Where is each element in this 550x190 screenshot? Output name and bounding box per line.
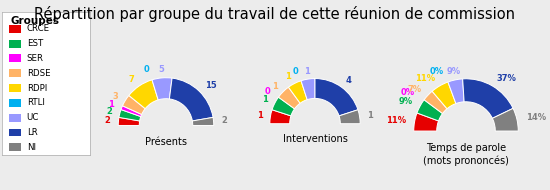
Text: 4: 4 [346, 76, 352, 86]
Wedge shape [492, 108, 518, 131]
Bar [9, 55, 21, 62]
Text: 0: 0 [292, 67, 298, 76]
Wedge shape [121, 106, 142, 116]
Text: RTLI: RTLI [26, 98, 45, 107]
Text: Temps de parole
(mots prononcés): Temps de parole (mots prononcés) [423, 143, 509, 166]
Text: RDPI: RDPI [26, 84, 47, 93]
Text: 1: 1 [272, 82, 278, 91]
Bar [9, 84, 21, 92]
Wedge shape [152, 78, 172, 100]
Text: LR: LR [26, 128, 37, 137]
Text: 37%: 37% [497, 74, 517, 83]
Wedge shape [315, 78, 358, 116]
Wedge shape [123, 95, 145, 114]
Wedge shape [278, 87, 300, 109]
Text: Groupes: Groupes [11, 16, 60, 26]
Wedge shape [129, 80, 158, 109]
Wedge shape [463, 79, 513, 118]
Text: 0: 0 [143, 65, 149, 74]
Text: 14%: 14% [526, 113, 546, 122]
Wedge shape [448, 79, 464, 104]
Bar [9, 114, 21, 122]
Text: 1: 1 [108, 100, 114, 109]
Wedge shape [417, 100, 443, 121]
Text: 9%: 9% [398, 97, 412, 106]
Text: 0: 0 [265, 87, 271, 96]
Bar [9, 69, 21, 77]
Text: Répartition par groupe du travail de cette réunion de commission: Répartition par groupe du travail de cet… [35, 6, 515, 22]
Text: 1: 1 [257, 111, 263, 120]
Text: 1: 1 [262, 95, 268, 104]
Text: 11%: 11% [386, 116, 406, 125]
Text: NI: NI [26, 143, 36, 152]
Text: 1: 1 [304, 67, 310, 76]
Text: Interventions: Interventions [283, 135, 348, 144]
Text: RDSE: RDSE [26, 69, 50, 78]
Text: 3: 3 [113, 92, 118, 101]
Wedge shape [192, 117, 214, 125]
Text: 0%: 0% [430, 67, 444, 76]
Text: UC: UC [26, 113, 39, 122]
Text: 9%: 9% [446, 67, 460, 76]
Wedge shape [339, 110, 360, 124]
Text: Présents: Présents [145, 137, 187, 147]
Bar [9, 128, 21, 136]
Wedge shape [272, 97, 295, 116]
Text: 1: 1 [285, 72, 291, 81]
Wedge shape [288, 81, 307, 103]
Text: SER: SER [26, 54, 43, 63]
Wedge shape [118, 117, 140, 125]
Text: 5: 5 [158, 65, 164, 74]
Text: CRCE: CRCE [26, 24, 50, 33]
Text: 15: 15 [205, 81, 216, 90]
Text: EST: EST [26, 39, 43, 48]
Wedge shape [301, 78, 315, 100]
Text: 2: 2 [106, 107, 112, 116]
Text: 2: 2 [104, 116, 111, 125]
Wedge shape [432, 82, 456, 109]
Text: 7%: 7% [408, 85, 421, 94]
Text: 2: 2 [222, 116, 228, 125]
Bar [9, 143, 21, 151]
Wedge shape [119, 110, 141, 121]
Wedge shape [424, 91, 447, 114]
Bar [9, 40, 21, 48]
Text: 0%: 0% [401, 88, 415, 97]
Bar [9, 25, 21, 33]
Text: 7: 7 [129, 75, 135, 84]
Wedge shape [414, 113, 438, 131]
Bar [9, 99, 21, 107]
Text: 11%: 11% [415, 74, 435, 83]
Wedge shape [169, 78, 213, 121]
Text: 1: 1 [367, 111, 373, 120]
Wedge shape [270, 110, 291, 124]
